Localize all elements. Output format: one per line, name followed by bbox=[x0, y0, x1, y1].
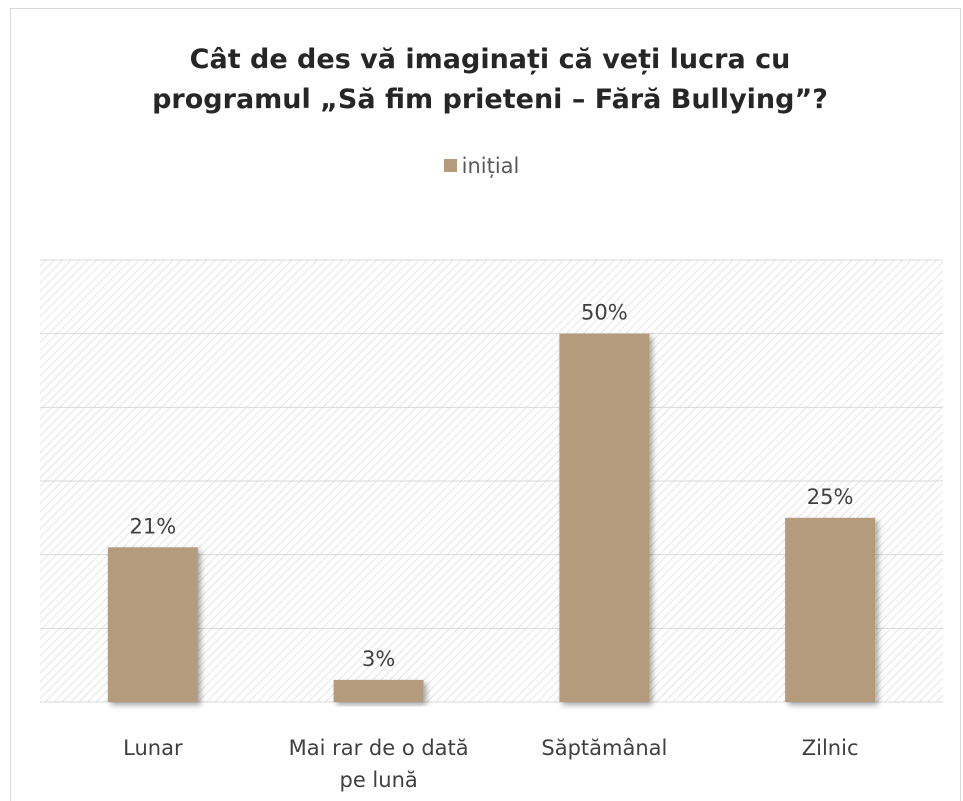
chart-title: Cât de des vă imaginați că veți lucra cu… bbox=[152, 44, 828, 115]
legend: inițial bbox=[0, 154, 963, 178]
x-tick-label: Lunar bbox=[123, 736, 183, 760]
bar bbox=[333, 679, 424, 702]
x-tick-label: Mai rar de o dată pe lună bbox=[288, 736, 469, 792]
legend-label: inițial bbox=[461, 154, 520, 178]
legend-swatch bbox=[443, 159, 457, 172]
bar bbox=[559, 333, 650, 702]
data-label: 3% bbox=[362, 647, 395, 671]
x-tick-label: Zilnic bbox=[801, 736, 859, 760]
bar bbox=[785, 517, 876, 702]
chart-frame bbox=[10, 8, 961, 801]
data-label: 25% bbox=[807, 485, 854, 509]
data-label: 21% bbox=[130, 514, 177, 538]
data-label: 50% bbox=[581, 301, 628, 325]
x-tick-label: Săptămânal bbox=[541, 736, 668, 760]
bar bbox=[107, 547, 198, 702]
